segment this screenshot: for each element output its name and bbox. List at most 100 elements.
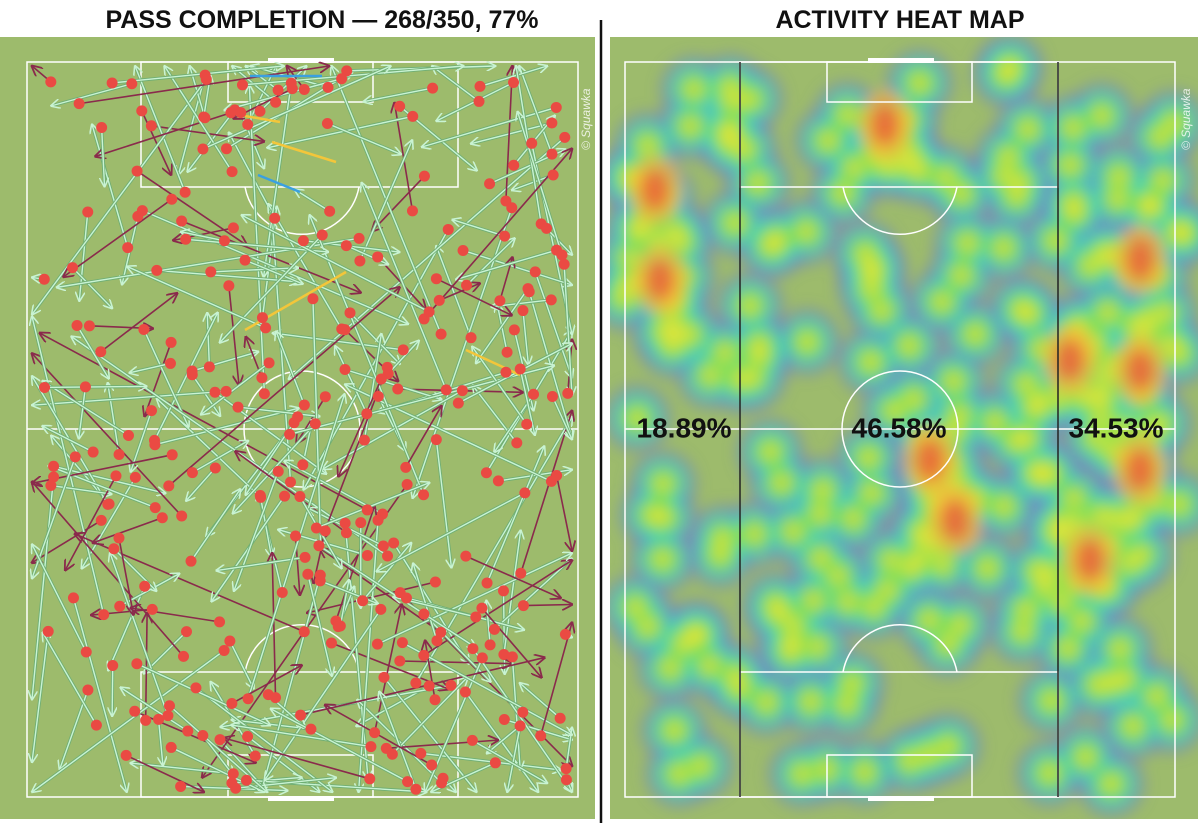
- pass: [486, 446, 544, 584]
- pass-origin: [457, 244, 469, 256]
- pass-origin: [122, 242, 134, 254]
- heat-blob: [1063, 193, 1084, 214]
- zone-percent: 46.58%: [852, 412, 947, 443]
- pass-origin: [269, 212, 281, 224]
- heat-blob: [877, 579, 898, 600]
- pass-origin: [39, 381, 51, 393]
- heat-blob: [637, 616, 658, 637]
- pass: [479, 66, 547, 88]
- pass: [505, 66, 513, 202]
- pass: [520, 683, 561, 719]
- pass-origin: [102, 498, 114, 510]
- heat-blob: [899, 335, 920, 356]
- pass: [185, 238, 329, 252]
- pass-origin: [353, 232, 365, 244]
- heat-blob: [679, 324, 700, 345]
- heat-blob: [690, 756, 711, 777]
- heat-blob: [687, 624, 708, 645]
- pass: [519, 66, 553, 155]
- pass: [168, 287, 400, 487]
- heat-blob: [1103, 508, 1124, 529]
- pass-origin: [529, 266, 541, 278]
- pass-origin: [302, 568, 314, 580]
- pass-origin: [541, 222, 553, 234]
- pass: [472, 347, 528, 425]
- heat-blob: [949, 404, 970, 425]
- heat-blob: [1125, 315, 1146, 336]
- heat-blob: [943, 371, 964, 392]
- pass-origin: [214, 616, 226, 628]
- pass: [65, 475, 117, 570]
- heat-blob: [909, 73, 930, 94]
- pass: [344, 368, 442, 399]
- zone-percent: 34.53%: [1069, 412, 1164, 443]
- pass-origin: [545, 294, 557, 306]
- heat-blob: [1063, 117, 1084, 138]
- pass-origin: [437, 772, 449, 784]
- pass-origin: [232, 401, 244, 413]
- heat-blob: [792, 764, 813, 785]
- pass-origin: [310, 522, 322, 534]
- heat-core: [1076, 540, 1104, 580]
- pass: [438, 283, 479, 302]
- heat-blob: [724, 212, 745, 233]
- heat-blob: [742, 367, 763, 388]
- pass: [72, 267, 113, 309]
- heat-blob: [1172, 223, 1193, 244]
- heat-blob: [862, 256, 883, 277]
- pass-origin: [176, 510, 188, 522]
- pass-origin: [182, 725, 194, 737]
- pass-origin: [254, 105, 266, 117]
- pass: [289, 136, 566, 379]
- heat-blob: [1114, 668, 1135, 689]
- pass: [40, 333, 368, 511]
- heat-blob: [613, 287, 634, 308]
- pass-origin: [474, 80, 486, 92]
- pass: [48, 466, 156, 509]
- pass: [102, 127, 105, 187]
- pass-origin: [508, 159, 520, 171]
- heat-blob: [665, 324, 686, 345]
- heat-blob: [1162, 709, 1183, 730]
- heat-blob: [810, 548, 831, 569]
- pass: [112, 665, 113, 716]
- pass: [216, 556, 306, 570]
- heat-blob: [700, 365, 721, 386]
- pass: [503, 530, 521, 655]
- pass: [432, 66, 480, 102]
- pass: [307, 574, 332, 676]
- pass-origin: [365, 741, 377, 753]
- pass-origin: [429, 576, 441, 588]
- pass-origin: [224, 635, 236, 647]
- heat-core: [1126, 450, 1154, 490]
- heat-blob: [816, 759, 837, 780]
- pass: [377, 492, 526, 572]
- heat-blob: [637, 135, 658, 156]
- pass-origin: [82, 684, 94, 696]
- pass: [346, 244, 388, 265]
- pass-origin: [292, 411, 304, 423]
- pass-origin: [325, 637, 337, 649]
- pass-origin: [256, 312, 268, 324]
- heat-blob: [913, 527, 934, 548]
- heat-blob: [1163, 113, 1184, 134]
- pass-origin: [197, 143, 209, 155]
- heat-blob: [1030, 463, 1051, 484]
- pass: [229, 640, 254, 688]
- pass-origin: [71, 319, 83, 331]
- pass-origin: [319, 525, 331, 537]
- heat-blob: [1052, 591, 1073, 612]
- heat-blob: [796, 221, 817, 242]
- heat-blob: [1052, 523, 1073, 544]
- pass-origin: [272, 465, 284, 477]
- pass-origin: [484, 178, 496, 190]
- pass-origin: [559, 628, 571, 640]
- pass-origin: [96, 122, 108, 134]
- heat-blob: [747, 172, 768, 193]
- pass-origin: [484, 639, 496, 651]
- heat-blob: [1146, 686, 1167, 707]
- pass: [436, 246, 472, 338]
- pass-origin: [361, 504, 373, 516]
- heat-core: [1126, 350, 1154, 390]
- heat-blob: [1138, 195, 1159, 216]
